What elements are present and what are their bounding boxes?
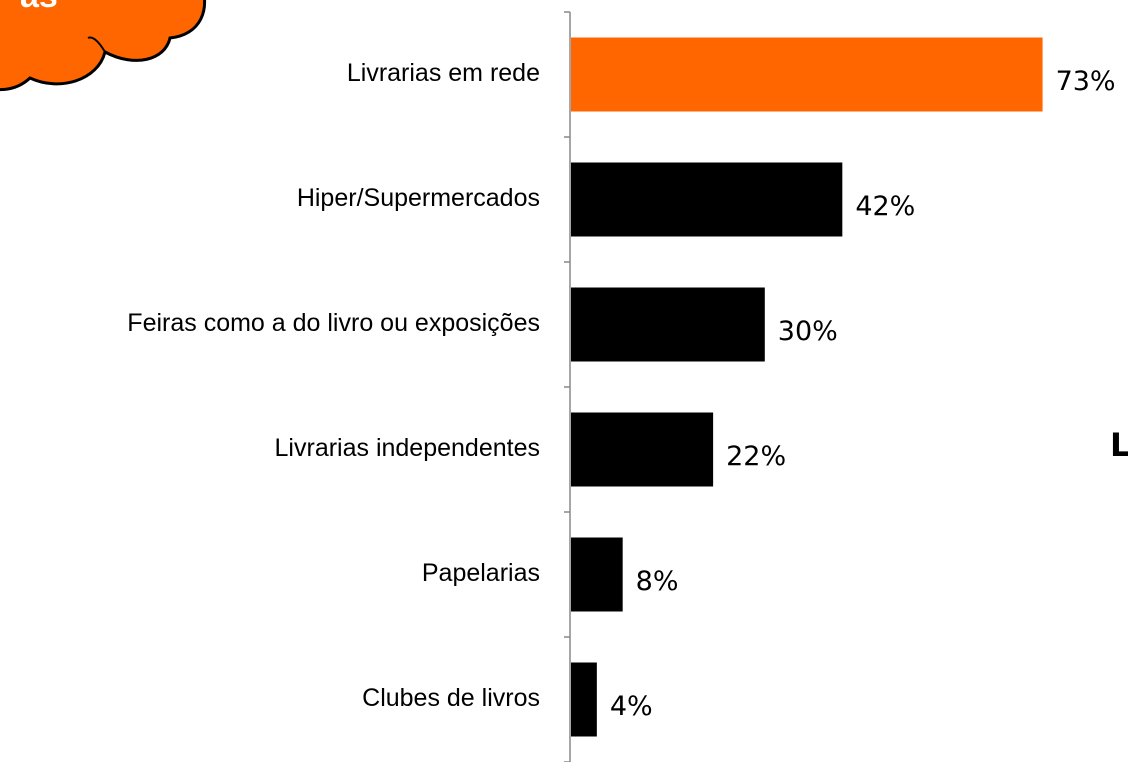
bar — [571, 287, 765, 362]
value-label: 22% — [726, 441, 786, 472]
cloud-shape — [0, 0, 206, 92]
bar — [571, 412, 714, 487]
category-label: Livrarias em rede — [347, 59, 540, 87]
value-label: 4% — [610, 691, 653, 722]
value-label: 42% — [855, 191, 915, 222]
value-label: 30% — [778, 316, 838, 347]
category-label: Papelarias — [422, 559, 540, 587]
bar — [571, 537, 623, 612]
category-label: Clubes de livros — [362, 684, 540, 712]
value-label: 8% — [636, 566, 679, 597]
bar — [571, 162, 843, 237]
bar — [571, 37, 1043, 112]
cloud: as — [0, 0, 206, 92]
category-label: Feiras como a do livro ou exposições — [127, 309, 540, 337]
cloud-text: as — [20, 0, 58, 15]
category-label: Hiper/Supermercados — [297, 184, 540, 212]
bar — [571, 662, 597, 737]
side-text: L — [1110, 426, 1128, 464]
cloud-crease — [87, 36, 106, 53]
category-label: Livrarias independentes — [275, 434, 540, 462]
value-label: 73% — [1056, 66, 1116, 97]
